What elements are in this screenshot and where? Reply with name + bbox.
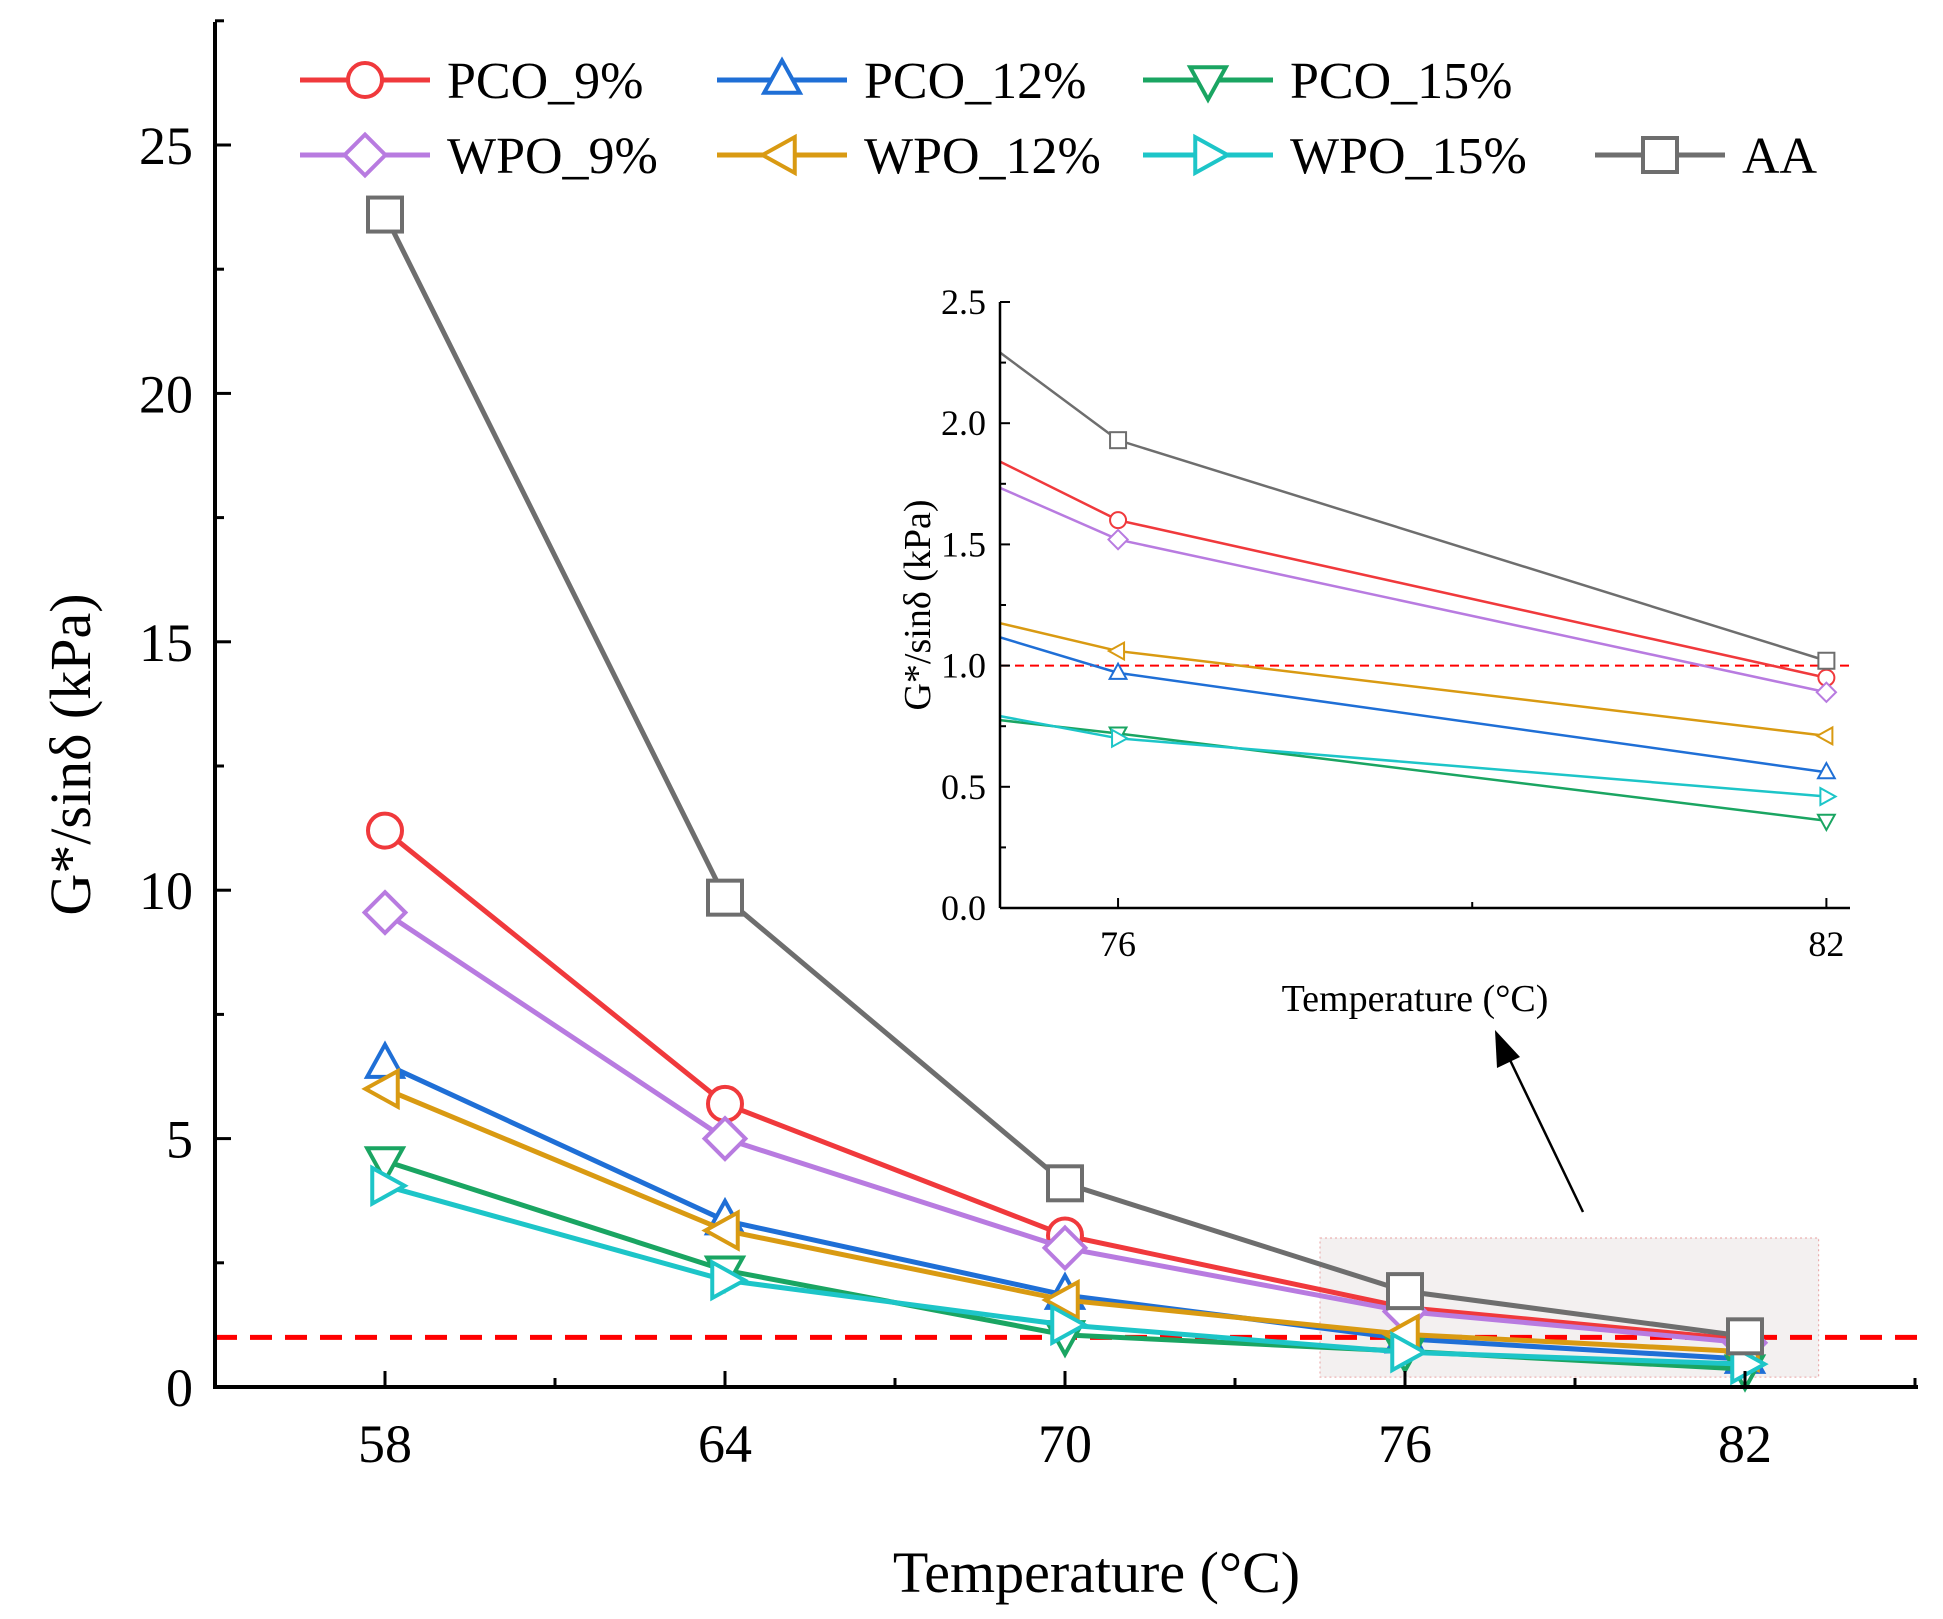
x-axis-title: Temperature (°C) (893, 1540, 1300, 1605)
x-tick-label: 58 (358, 1414, 412, 1474)
inset-series-WPO_12% (999, 621, 1834, 746)
legend-marker (346, 61, 384, 99)
legend-label: PCO_15% (1290, 53, 1512, 110)
inset-data-point (1816, 813, 1837, 833)
inset-data-point (1817, 651, 1836, 670)
data-point (706, 878, 744, 917)
inset-x-axis-title: Temperature (°C) (1282, 978, 1549, 1020)
inset-tick-labels: 0.0 0.5 1.0 1.5 2.0 2.5 76 82 (941, 282, 1844, 964)
legend-item-WPO_9%: WPO_9% (300, 128, 658, 185)
legend-item-AA: AA (1595, 128, 1818, 185)
inset-series-PCO_12% (999, 636, 1837, 780)
main-tick-labels: 0 5 10 15 20 25 58 64 70 76 82 (139, 116, 1772, 1474)
x-tick-label: 70 (1038, 1414, 1092, 1474)
legend-label: PCO_12% (864, 53, 1086, 110)
arrow-head (1495, 1030, 1520, 1068)
data-point (1386, 1272, 1424, 1311)
legend-item-WPO_12%: WPO_12% (717, 128, 1101, 185)
legend-label: AA (1742, 128, 1818, 185)
inset-y-tick-label: 0.0 (941, 888, 986, 928)
inset-data-point (1815, 681, 1838, 704)
main-series-group (361, 195, 1769, 1393)
legend-item-PCO_12%: PCO_12% (717, 53, 1086, 110)
legend-marker (1193, 133, 1232, 177)
legend-label: WPO_12% (864, 128, 1101, 185)
inset-series-AA (999, 351, 1836, 670)
inset-series-line (999, 351, 1827, 662)
y-tick-label: 10 (139, 861, 193, 921)
inset-axes (998, 301, 1850, 910)
data-point (361, 889, 409, 936)
data-point (1041, 1224, 1089, 1272)
legend-label: WPO_9% (447, 128, 658, 185)
data-point (366, 195, 404, 234)
inset-data-point (1106, 640, 1126, 662)
y-tick-label: 25 (139, 116, 193, 176)
data-point (1726, 1317, 1764, 1356)
data-point (1050, 1303, 1089, 1347)
inset-data-point (1109, 431, 1128, 450)
series-AA (366, 195, 1764, 1356)
inset-data-point (1819, 786, 1838, 807)
inset-y-tick-label: 0.5 (941, 767, 986, 807)
inset-y-axis-title: G*/sinδ (kPa) (897, 499, 939, 710)
x-tick-label: 82 (1718, 1414, 1772, 1474)
y-tick-label: 15 (139, 613, 193, 673)
y-tick-label: 0 (166, 1358, 193, 1418)
inset-x-tick-label: 76 (1100, 924, 1136, 964)
inset-series-WPO_15% (999, 714, 1838, 807)
inset-x-tick-label: 82 (1808, 924, 1844, 964)
legend-marker (758, 133, 797, 177)
inset-data-point (1107, 661, 1129, 680)
inset-data-point (1815, 725, 1834, 746)
main-plot: 0 5 10 15 20 25 58 64 70 76 82 Temperature (°C) G*… (38, 19, 1918, 1605)
legend-marker (341, 131, 389, 179)
x-tick-label: 76 (1378, 1414, 1432, 1474)
inset-series-line (999, 718, 1827, 822)
y-tick-label: 5 (166, 1110, 193, 1170)
inset-series-group (999, 351, 1838, 833)
inset-y-tick-label: 2.5 (941, 282, 986, 322)
inset-series-WPO_9% (999, 486, 1838, 704)
legend-item-PCO_15%: PCO_15% (1143, 53, 1512, 110)
data-point (361, 1067, 400, 1111)
data-point (701, 1115, 749, 1162)
series-WPO_15% (370, 1164, 1769, 1386)
inset-data-point (1816, 760, 1837, 780)
data-point (701, 1209, 740, 1252)
data-point (370, 1164, 409, 1208)
inset-data-point (1111, 728, 1130, 749)
data-point (1041, 1278, 1080, 1322)
main-axes (213, 19, 1918, 1389)
legend-item-PCO_9%: PCO_9% (300, 53, 643, 110)
inset-series-PCO_9% (999, 460, 1836, 687)
inset-y-tick-label: 2.0 (941, 403, 986, 443)
legend-label: PCO_9% (447, 53, 643, 110)
inset-y-tick-label: 1.5 (941, 524, 986, 564)
legend-marker (1186, 65, 1230, 104)
inset-y-tick-label: 1.0 (941, 646, 986, 686)
legend-marker (760, 56, 804, 95)
inset-data-point (1107, 528, 1130, 551)
legend-item-WPO_15%: WPO_15% (1143, 128, 1527, 185)
zoom-pointer-arrow (1495, 1030, 1585, 1213)
y-axis-title: G*/sinδ (kPa) (38, 593, 103, 915)
arrow-shaft (1508, 1059, 1585, 1213)
data-point (710, 1258, 749, 1302)
inset-data-point (1109, 511, 1128, 530)
x-tick-label: 64 (698, 1414, 752, 1474)
legend-label: WPO_15% (1290, 128, 1527, 185)
data-point (1390, 1330, 1429, 1374)
data-point (363, 1146, 407, 1185)
inset-plot: 0.00.51.01.52.02.576 82 Temperature (°C) … (897, 282, 1850, 1020)
data-point (1046, 1164, 1084, 1203)
legend-marker (1641, 136, 1679, 174)
y-tick-label: 20 (139, 364, 193, 424)
legend: PCO_9% PCO_12% PCO_15% WPO_9% WPO_12% WPO_15%… (300, 53, 1818, 185)
data-point (366, 811, 404, 850)
